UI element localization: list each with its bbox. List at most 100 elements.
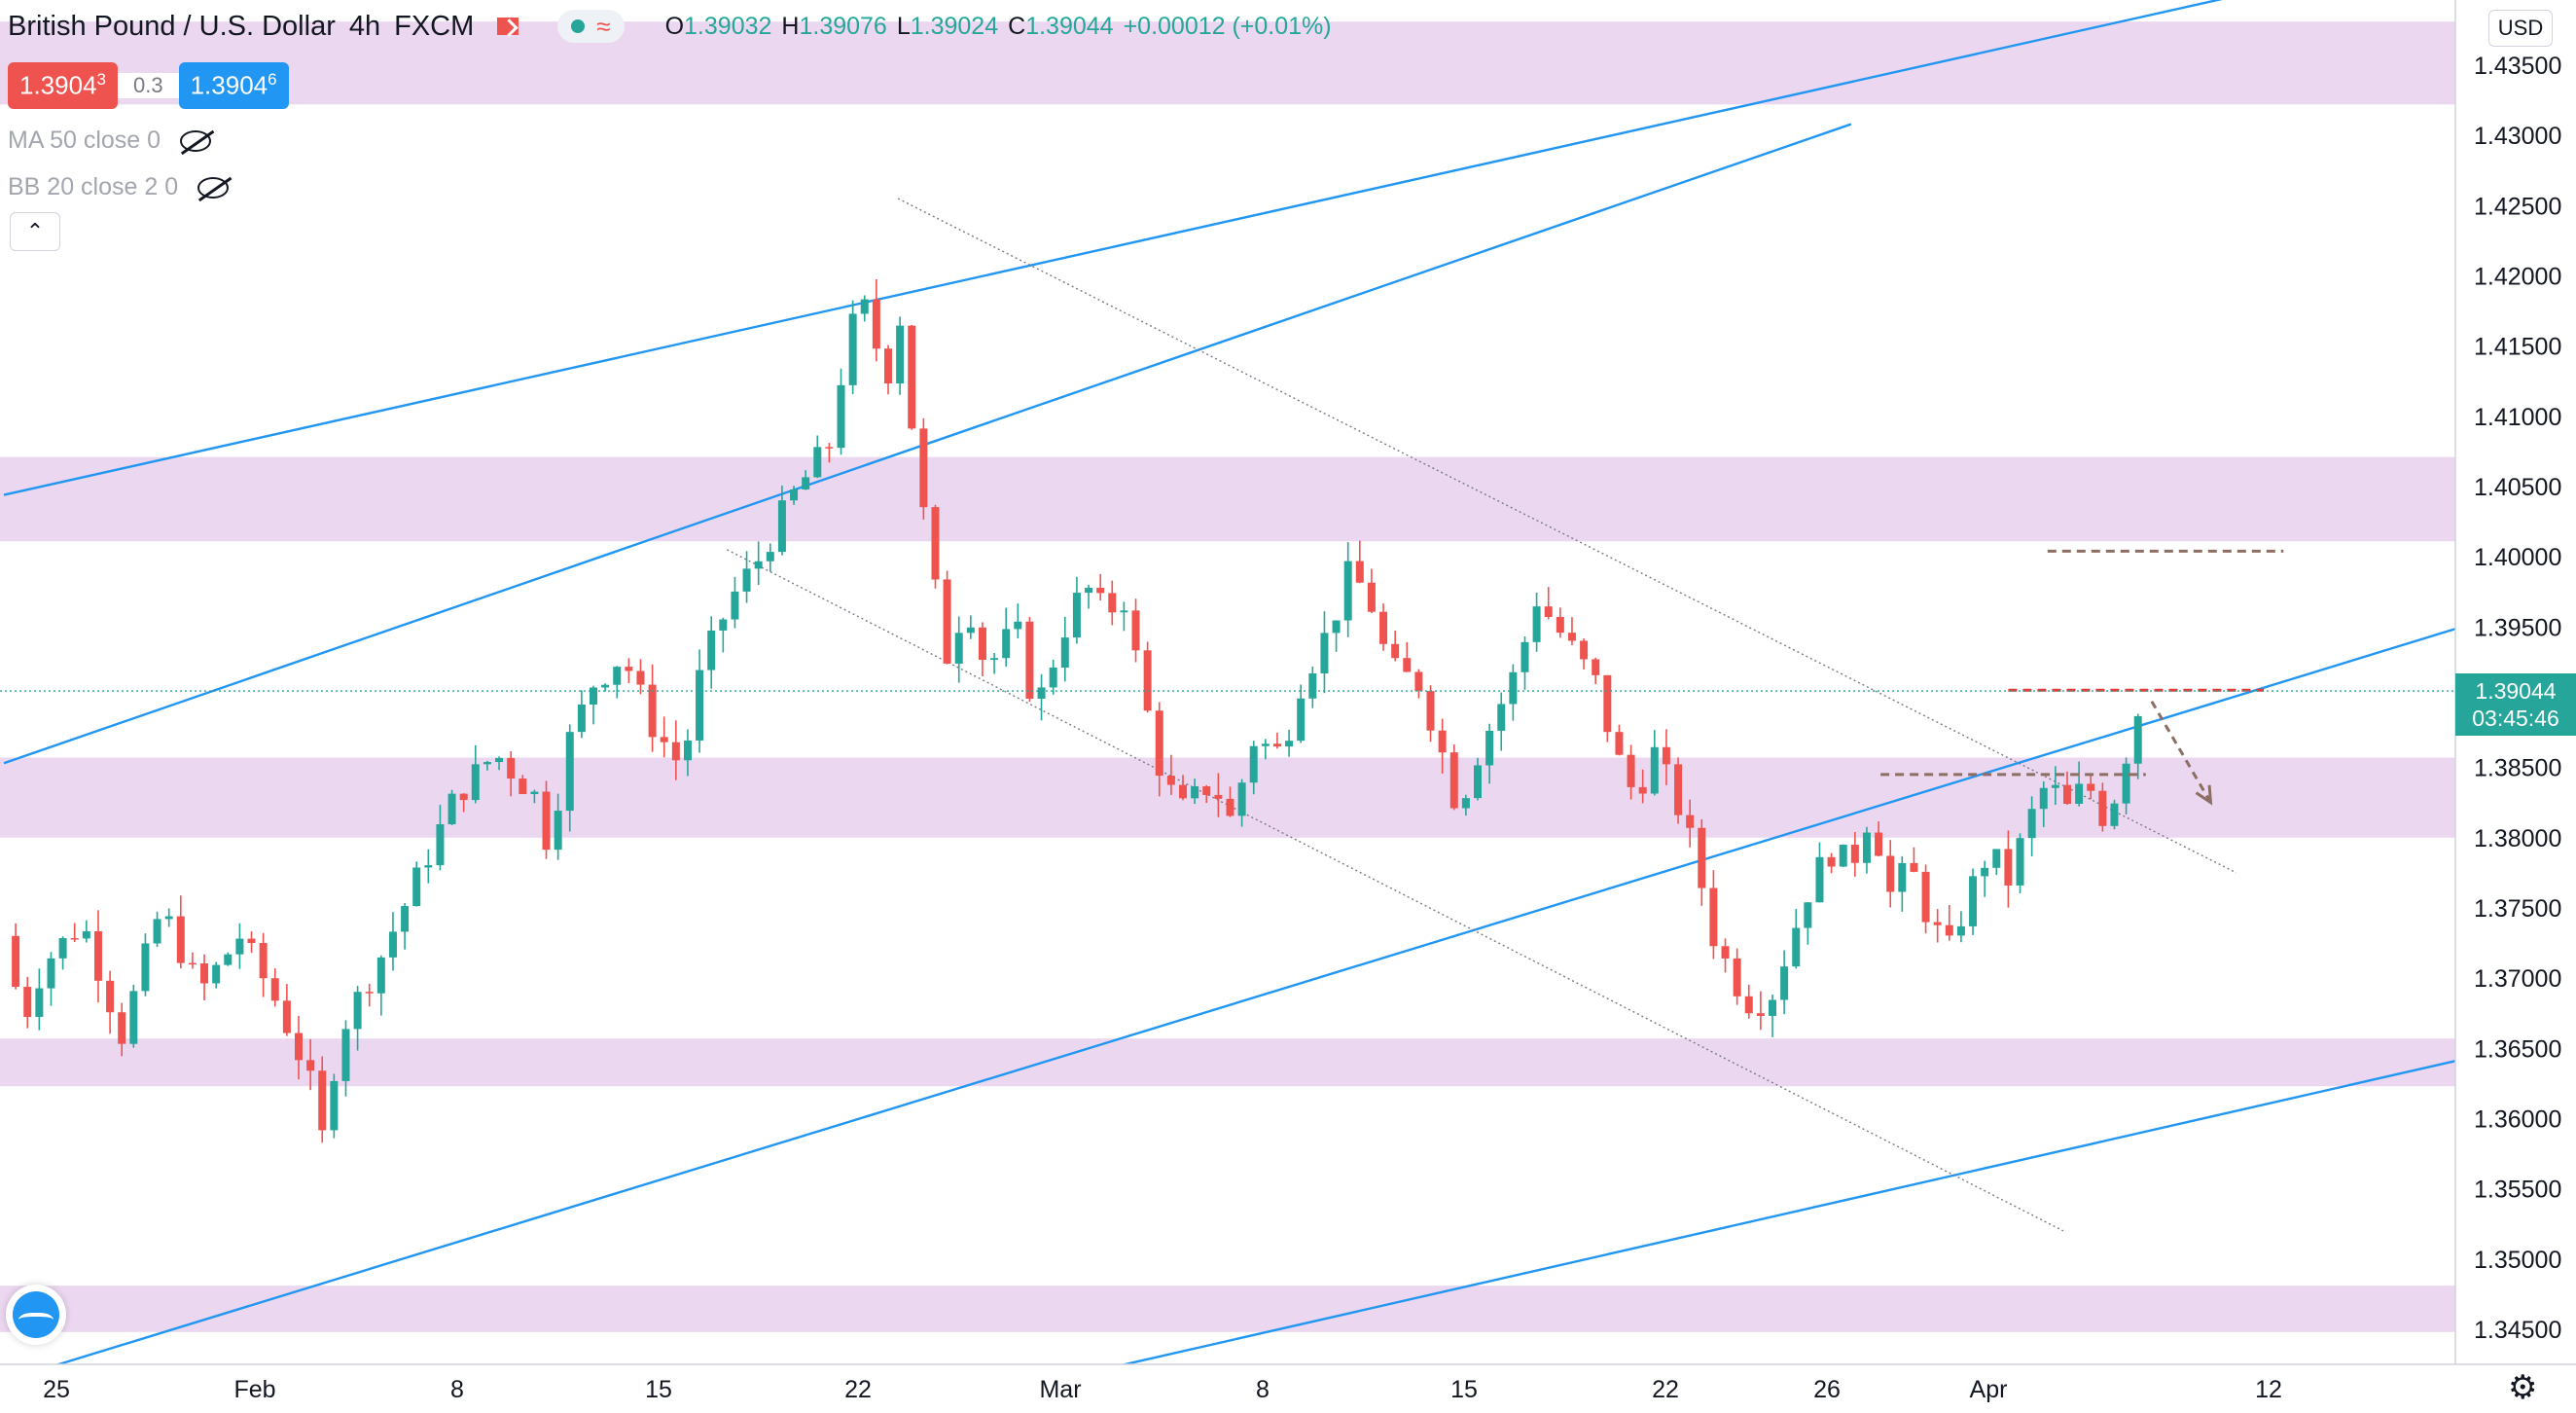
candle-body [153,919,161,944]
last-price-label: 1.39044 03:45:46 [2455,673,2576,736]
candle-body [542,791,551,851]
candle-body [648,684,657,738]
sr-zone [0,21,2455,105]
candle-body [530,791,539,795]
trendline-channel-lower-steep [3,620,2481,1383]
candle-body [707,630,716,670]
candle-body [2133,715,2142,764]
candle-body [1827,856,1836,867]
candle-body [1308,672,1317,699]
projection-arrowhead [2195,784,2213,806]
candle-body [1261,743,1270,746]
candle-body [459,793,468,801]
candle-body [954,633,963,664]
candle-body [1898,862,1907,892]
candle-body [1615,732,1624,755]
trendline-channel-lower [1051,1054,2481,1383]
candle-body [683,740,692,761]
candle-body [848,313,857,385]
candle-body [164,916,173,920]
candle-body [1532,606,1541,642]
candle-body [2004,849,2013,886]
candle-body [12,935,20,988]
candle-body [2098,790,2107,826]
currency-button[interactable]: USD [2488,10,2553,47]
candle-body [565,732,574,812]
candle-body [2016,838,2024,886]
low-value: 1.39024 [910,12,999,40]
trendline-dotted-descending-1 [897,198,2237,874]
candle-body [1839,845,1847,867]
collapse-legend-button[interactable]: ⌃ [10,212,60,251]
buy-button[interactable]: 1.39046 [178,62,289,109]
candle-body [919,428,928,508]
candle-body [424,865,433,868]
candle-body [401,906,410,932]
candle-body [1638,786,1647,794]
candle-body [1085,588,1093,594]
time-tick-label: 25 [43,1376,70,1403]
candle-body [1403,658,1412,672]
candle-body [1367,582,1376,612]
candle-body [1297,698,1306,742]
candle-body [2063,784,2071,804]
candle-body [1214,794,1223,799]
candle-body [1686,815,1695,828]
interval-label[interactable]: 4h [348,10,381,42]
support-resistance-zones [0,21,2455,1332]
candle-body [388,931,397,958]
market-status[interactable]: ≈ [557,10,625,43]
candle-body [1769,999,1776,1016]
candle-body [188,962,197,965]
eye-hidden-icon[interactable] [197,176,230,199]
candle-body [270,978,279,1001]
candle-body [2051,784,2059,788]
candle-body [365,992,374,994]
candle-body [766,552,774,562]
candle-body [1426,691,1435,731]
candle-body [1698,827,1706,888]
candle-body [860,299,869,314]
ohlc-values: O1.39032 H1.39076 L1.39024 C1.39044 +0.0… [664,12,1332,40]
chart-header: British Pound / U.S. Dollar 4h FXCM ≈ O1… [8,10,1332,43]
trade-panel: 1.39043 0.3 1.39046 [8,62,289,109]
time-tick-label: 15 [1450,1376,1478,1403]
candle-body [1945,924,1953,936]
sr-zone [0,757,2455,838]
candle-body [224,954,233,965]
candle-body [1060,637,1069,669]
candle-body [671,742,680,761]
sr-zone [0,1038,2455,1087]
symbol-title[interactable]: British Pound / U.S. Dollar [8,10,336,42]
candle-body [93,930,102,981]
price-tick-label: 1.35500 [2474,1177,2561,1204]
candle-body [1249,745,1258,783]
indicator-bb[interactable]: BB 20 close 2 0 [8,173,230,201]
candle-body [282,1000,291,1033]
gear-icon[interactable]: ⚙ [2508,1369,2538,1406]
time-tick-label: 15 [645,1376,672,1403]
candle-body [777,500,786,553]
eye-hidden-icon[interactable] [180,129,212,152]
flag-icon[interactable] [497,18,519,35]
time-tick-label: 8 [450,1376,464,1403]
candle-body [1096,588,1105,594]
tradingview-logo[interactable] [6,1285,66,1345]
candle-body [2075,783,2084,804]
candle-body [1025,621,1034,700]
candle-body [1933,922,1942,925]
candle-body [1521,641,1529,672]
price-tick-label: 1.40500 [2474,474,2561,501]
candle-body [636,670,645,685]
candle-body [625,667,633,671]
sell-button[interactable]: 1.39043 [8,62,118,109]
candle-body [825,447,834,449]
candle-body [731,591,739,620]
last-price-value: 1.39044 [2475,678,2557,704]
indicator-ma[interactable]: MA 50 close 0 [8,127,212,155]
candle-body [212,964,221,984]
candle-body [978,627,986,661]
price-tick-label: 1.38000 [2474,825,2561,852]
candlestick-series [12,278,2142,1143]
